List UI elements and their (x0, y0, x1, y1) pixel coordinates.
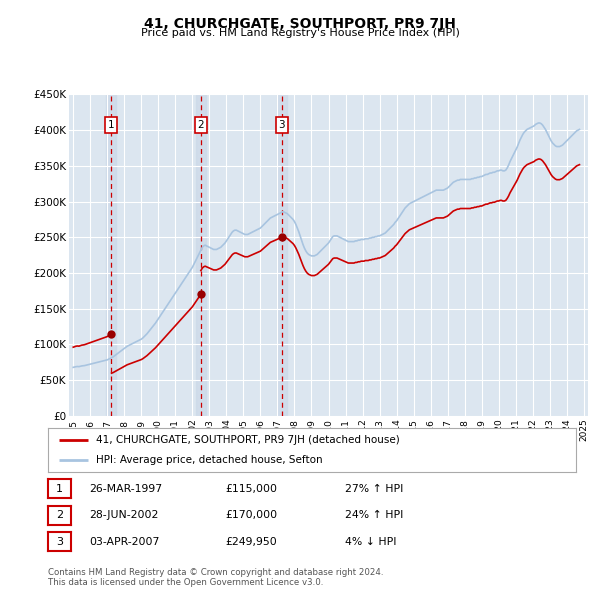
Text: 1: 1 (108, 120, 115, 130)
Text: HPI: Average price, detached house, Sefton: HPI: Average price, detached house, Seft… (95, 455, 322, 465)
Text: 2: 2 (56, 510, 63, 520)
Text: 27% ↑ HPI: 27% ↑ HPI (345, 484, 403, 493)
Bar (277, 94, 287, 416)
Text: 1: 1 (56, 484, 63, 493)
Text: 41, CHURCHGATE, SOUTHPORT, PR9 7JH: 41, CHURCHGATE, SOUTHPORT, PR9 7JH (144, 17, 456, 31)
Text: 3: 3 (56, 537, 63, 546)
Text: £115,000: £115,000 (225, 484, 277, 493)
Text: 3: 3 (278, 120, 285, 130)
Text: Price paid vs. HM Land Registry's House Price Index (HPI): Price paid vs. HM Land Registry's House … (140, 28, 460, 38)
Text: £170,000: £170,000 (225, 510, 277, 520)
Text: Contains HM Land Registry data © Crown copyright and database right 2024.
This d: Contains HM Land Registry data © Crown c… (48, 568, 383, 587)
Bar (106, 94, 116, 416)
Text: 2: 2 (197, 120, 204, 130)
Bar (196, 94, 206, 416)
Text: 26-MAR-1997: 26-MAR-1997 (89, 484, 162, 493)
Text: 28-JUN-2002: 28-JUN-2002 (89, 510, 158, 520)
Text: £249,950: £249,950 (225, 537, 277, 546)
Text: 24% ↑ HPI: 24% ↑ HPI (345, 510, 403, 520)
Text: 4% ↓ HPI: 4% ↓ HPI (345, 537, 397, 546)
Text: 41, CHURCHGATE, SOUTHPORT, PR9 7JH (detached house): 41, CHURCHGATE, SOUTHPORT, PR9 7JH (deta… (95, 435, 399, 445)
Text: 03-APR-2007: 03-APR-2007 (89, 537, 159, 546)
